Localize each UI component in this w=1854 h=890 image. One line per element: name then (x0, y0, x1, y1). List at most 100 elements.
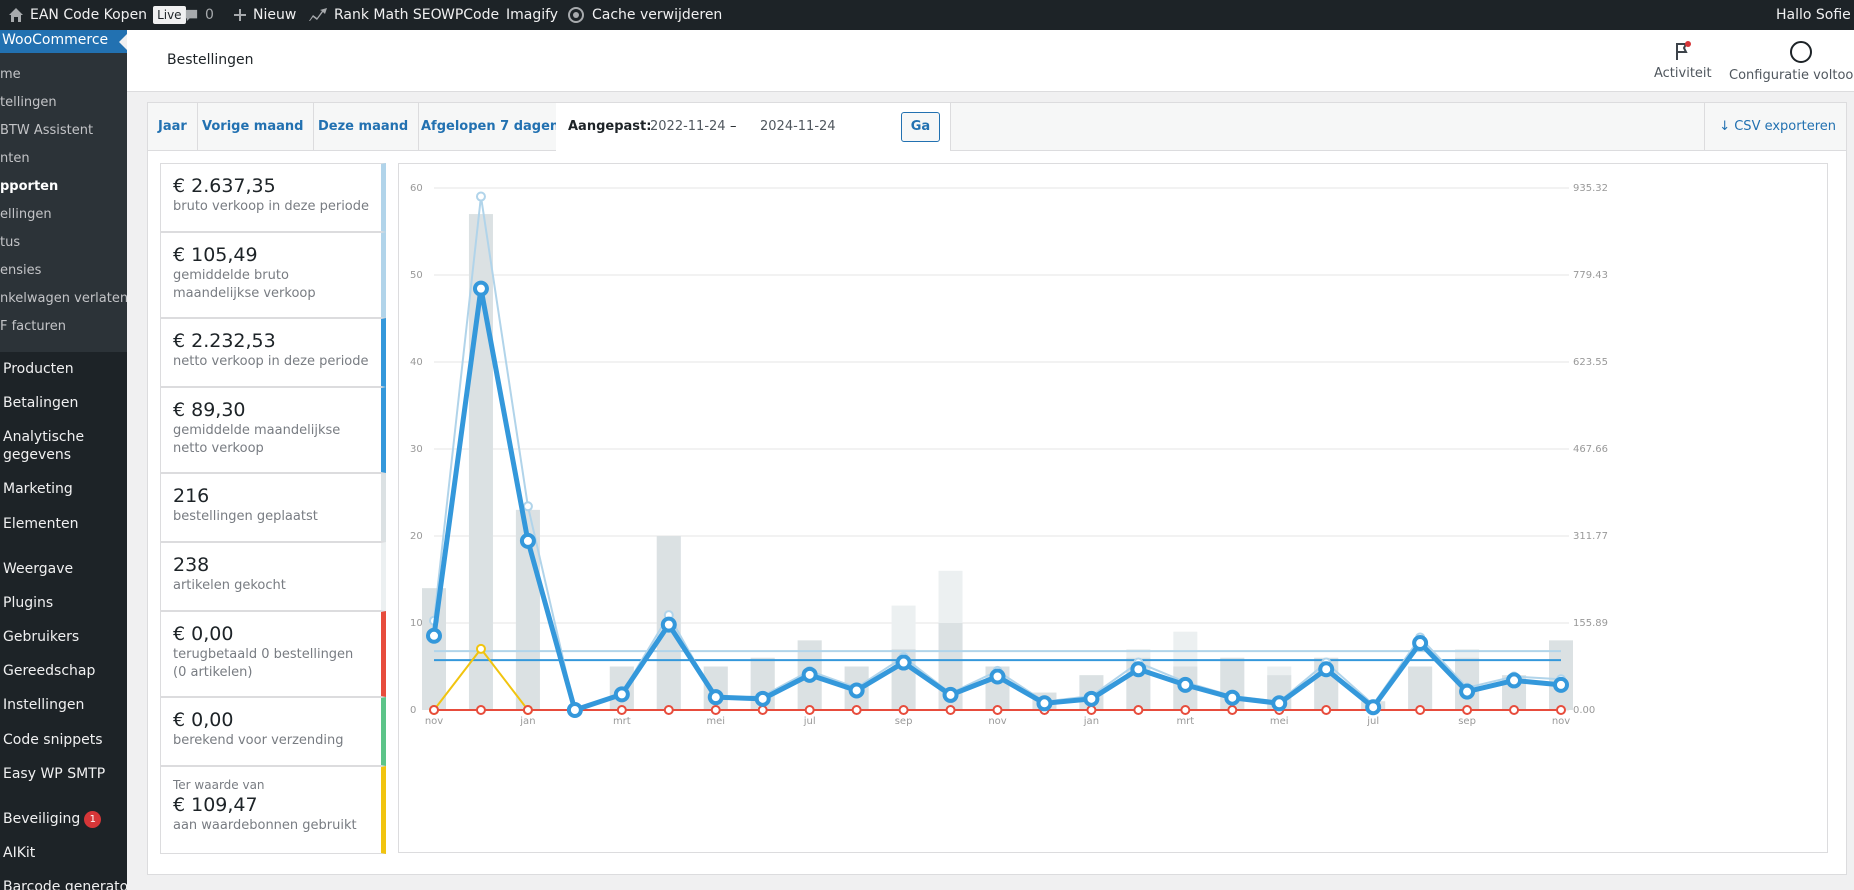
legend-item-items-purchased[interactable]: 238 artikelen gekocht (160, 542, 386, 611)
submenu-item-orders[interactable]: tellingen (0, 95, 57, 110)
net-sales-point (426, 627, 442, 644)
legend-value: 238 (173, 554, 210, 576)
right-axis-tick-label: 467.66 (1573, 444, 1608, 455)
legend-value: € 2.232,53 (173, 330, 276, 352)
net-sales-line (431, 286, 1562, 713)
x-axis-tick-label: mrt (613, 716, 631, 727)
wpcode-link[interactable]: WPCode (441, 0, 499, 30)
x-axis-tick-label: jul (1366, 716, 1379, 727)
gross-sales-point (475, 191, 486, 202)
live-badge: Live (153, 6, 186, 24)
menu-security-label: Beveiliging (3, 811, 81, 827)
go-button[interactable]: Ga (901, 112, 940, 142)
menu-tools[interactable]: Gereedschap (3, 663, 96, 679)
plus-icon (234, 9, 246, 21)
refunds-point (616, 705, 627, 715)
config-progress-button[interactable]: Configuratie voltooien (1729, 40, 1854, 83)
menu-aikit[interactable]: AIKit (3, 845, 36, 861)
coupons-point (475, 643, 486, 654)
legend-item-net-sales[interactable]: € 2.232,53 netto verkoop in deze periode (160, 318, 386, 387)
range-tab-this-month[interactable]: Deze maand (308, 103, 420, 151)
sales-chart-container: 0 10 20 30 40 50 60 0.00 155.89 311.77 467.66 623.5… (398, 163, 1828, 853)
net-sales-point (848, 682, 865, 699)
submenu-item-abandoned-cart[interactable]: nkelwagen verlaten (0, 291, 127, 306)
range-tab-last-month[interactable]: Vorige maand (192, 103, 315, 151)
refunds-point (1227, 705, 1238, 715)
site-name-link[interactable]: EAN Code Kopen Live (8, 0, 186, 30)
submenu-item-home[interactable]: me (0, 67, 21, 82)
range-tab-last-7-days[interactable]: Afgelopen 7 dagen (411, 103, 571, 151)
submenu-item-settings[interactable]: ellingen (0, 207, 52, 222)
menu-code-snippets[interactable]: Code snippets (3, 732, 103, 748)
menu-easy-wp-smtp[interactable]: Easy WP SMTP (3, 766, 106, 782)
flag-icon (1675, 41, 1691, 60)
submenu-item-extensions[interactable]: ensies (0, 263, 42, 278)
net-sales-point (1412, 635, 1429, 652)
comments-link[interactable]: 0 (184, 0, 214, 30)
submenu-item-invoices[interactable]: F facturen (0, 319, 66, 334)
legend-item-orders-placed[interactable]: 216 bestellingen geplaatst (160, 473, 386, 542)
net-sales-point (566, 702, 583, 718)
comments-count: 0 (205, 7, 214, 23)
menu-marketing[interactable]: Marketing (3, 481, 73, 497)
refunds-point (804, 705, 815, 715)
new-label: Nieuw (253, 7, 297, 23)
net-sales-point (1177, 676, 1194, 693)
legend-item-refunded[interactable]: € 0,00 terugbetaald 0 bestellingen (0 ar… (160, 611, 386, 697)
report-container: Jaar Vorige maand Deze maand Afgelopen 7… (147, 102, 1847, 875)
current-menu-arrow (119, 34, 127, 50)
rankmath-label: Rank Math SEO (334, 7, 442, 23)
menu-settings[interactable]: Instellingen (3, 697, 85, 713)
csv-export-button[interactable]: ↓ CSV exporteren (1704, 103, 1846, 151)
right-axis-tick-label: 935.32 (1573, 183, 1608, 194)
start-date-input[interactable]: 2022-11-24 (650, 119, 726, 134)
chart-legend: € 2.637,35 bruto verkoop in deze periode… (160, 163, 386, 863)
submenu-item-customers[interactable]: nten (0, 151, 30, 166)
refunds-point (992, 705, 1003, 715)
legend-item-gross-sales[interactable]: € 2.637,35 bruto verkoop in deze periode (160, 163, 386, 232)
legend-item-coupons[interactable]: Ter waarde van € 109,47 aan waardebonnen… (160, 766, 386, 854)
submenu-item-vat-assistant[interactable]: BTW Assistent (0, 123, 94, 138)
menu-security[interactable]: Beveiliging 1 (3, 810, 102, 828)
legend-item-avg-net-sales[interactable]: € 89,30 gemiddelde maandelijkse netto ve… (160, 387, 386, 473)
menu-analytics[interactable]: Analytische gegevens (3, 429, 85, 463)
legend-item-shipping[interactable]: € 0,00 berekend voor verzending (160, 697, 386, 766)
account-menu[interactable]: Hallo Sofie (1776, 0, 1854, 30)
legend-desc: berekend voor verzending (173, 733, 344, 748)
menu-barcode-generator[interactable]: Barcode generator (3, 879, 127, 890)
net-sales-point (1365, 699, 1382, 716)
menu-elements[interactable]: Elementen (3, 516, 79, 532)
net-sales-point (519, 532, 536, 549)
submenu-item-status[interactable]: tus (0, 235, 21, 250)
legend-item-avg-gross-sales[interactable]: € 105,49 gemiddelde bruto maandelijkse v… (160, 232, 386, 318)
imagify-link[interactable]: Imagify (506, 0, 558, 30)
refunds-point (757, 705, 768, 715)
net-sales-point (472, 280, 489, 297)
menu-users[interactable]: Gebruikers (3, 629, 80, 645)
activity-button[interactable]: Activiteit (1654, 40, 1712, 81)
x-axis-tick-label: nov (425, 716, 443, 727)
net-sales-point (1553, 676, 1569, 693)
menu-payments[interactable]: Betalingen (3, 395, 79, 411)
new-content-link[interactable]: Nieuw (233, 0, 296, 30)
refunds-point (1556, 705, 1566, 715)
menu-appearance[interactable]: Weergave (3, 561, 74, 577)
net-sales-point (613, 686, 630, 703)
rankmath-link[interactable]: Rank Math SEO (308, 0, 442, 30)
legend-prefix: Ter waarde van (173, 778, 265, 792)
left-axis-tick-label: 40 (410, 357, 423, 368)
range-tab-year[interactable]: Jaar (148, 103, 198, 151)
net-sales-point (1506, 672, 1523, 689)
menu-products[interactable]: Producten (3, 361, 74, 377)
submenu-item-reports[interactable]: pporten (0, 179, 59, 194)
left-axis-tick-label: 0 (410, 705, 416, 716)
menu-woocommerce[interactable]: WooCommerce (0, 30, 127, 53)
end-date-input[interactable]: 2024-11-24 (760, 119, 836, 134)
cache-link[interactable]: Cache verwijderen (566, 0, 722, 30)
refunds-point (663, 705, 674, 715)
left-axis-tick-label: 60 (410, 183, 423, 194)
woocommerce-header: Bestellingen Activiteit Configuratie vol… (127, 30, 1854, 92)
x-axis-tick-label: nov (988, 716, 1006, 727)
menu-plugins[interactable]: Plugins (3, 595, 54, 611)
refunds-point (522, 705, 533, 715)
